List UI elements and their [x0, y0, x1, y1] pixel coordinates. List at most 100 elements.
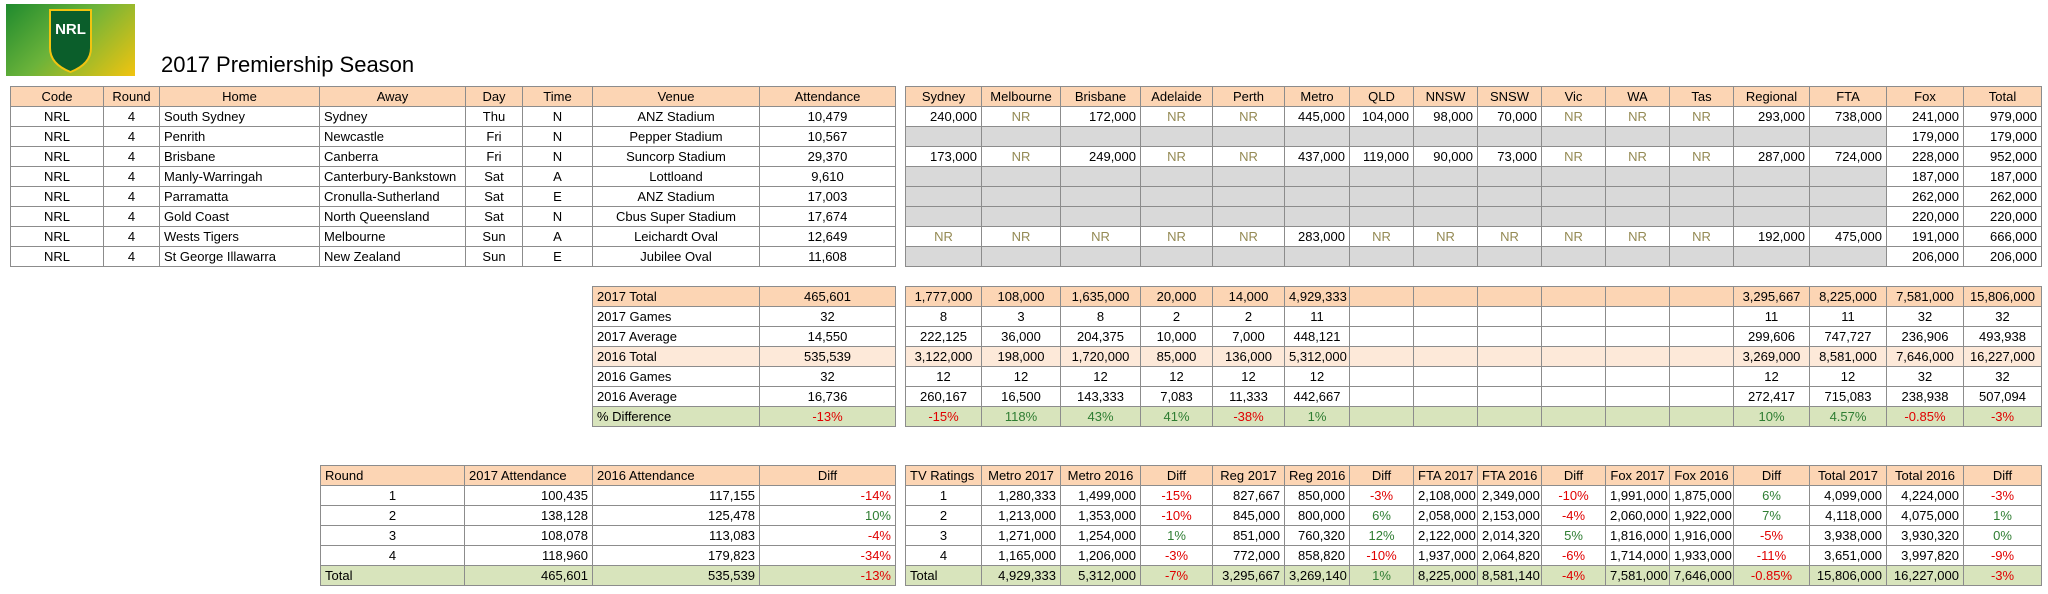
- cell: -3%: [1349, 485, 1414, 506]
- cell: [1477, 246, 1542, 267]
- cell: Diff: [759, 465, 896, 486]
- cell: 4: [320, 545, 465, 566]
- cell: -4%: [1541, 565, 1606, 586]
- cell: 2,349,000: [1477, 485, 1542, 506]
- cell: 445,000: [1284, 106, 1350, 127]
- cell: 228,000: [1886, 146, 1964, 167]
- cell: 12: [1809, 366, 1887, 387]
- cell: [1212, 186, 1285, 207]
- cell: NRL: [10, 146, 104, 167]
- cell: 2017 Total: [592, 286, 760, 307]
- cell: 1,937,000: [1413, 545, 1478, 566]
- cell: 12: [1284, 366, 1350, 387]
- cell: [1605, 406, 1670, 427]
- cell: Diff: [1733, 465, 1810, 486]
- cell: 738,000: [1809, 106, 1887, 127]
- cell: 8,581,140: [1477, 565, 1542, 586]
- cell: 448,121: [1284, 326, 1350, 347]
- cell: 119,000: [1349, 146, 1414, 167]
- cell: 1%: [1963, 505, 2042, 526]
- cell: NR: [1212, 106, 1285, 127]
- cell: 220,000: [1886, 206, 1964, 227]
- cell: -3%: [1963, 485, 2042, 506]
- cell: [981, 186, 1061, 207]
- cell: 858,820: [1284, 545, 1350, 566]
- cell: Sat: [465, 166, 523, 187]
- cell: -10%: [1349, 545, 1414, 566]
- cell: 70,000: [1477, 106, 1542, 127]
- cell: 179,823: [592, 545, 760, 566]
- cell: [1669, 306, 1734, 327]
- cell: [1477, 126, 1542, 147]
- logo: NRL: [6, 4, 135, 76]
- cell: [1140, 206, 1213, 227]
- cell: NRL: [10, 226, 104, 247]
- cell: 845,000: [1212, 505, 1285, 526]
- cell: Parramatta: [159, 186, 320, 207]
- cell: NR: [1140, 146, 1213, 167]
- cell: 283,000: [1284, 226, 1350, 247]
- cell: 136,000: [1212, 346, 1285, 367]
- cell: 5,312,000: [1060, 565, 1141, 586]
- cell: 11,608: [759, 246, 896, 267]
- cell: A: [522, 166, 593, 187]
- cell: 293,000: [1733, 106, 1810, 127]
- cell: [1477, 206, 1542, 227]
- cell: 979,000: [1963, 106, 2042, 127]
- cell: 9,610: [759, 166, 896, 187]
- cell: 100,435: [464, 485, 593, 506]
- cell: 32: [759, 306, 896, 327]
- cell: Leichardt Oval: [592, 226, 760, 247]
- cell: 90,000: [1413, 146, 1478, 167]
- cell: St George Illawarra: [159, 246, 320, 267]
- sheet-title: 2017 Premiership Season: [161, 52, 415, 77]
- cell: 3,295,667: [1733, 286, 1810, 307]
- cell: [1809, 126, 1887, 147]
- cell: 1,254,000: [1060, 525, 1141, 546]
- cell: 29,370: [759, 146, 896, 167]
- cell: Time: [522, 86, 593, 107]
- cell: N: [522, 126, 593, 147]
- cell: FTA 2017: [1413, 465, 1478, 486]
- cell: 1,922,000: [1669, 505, 1734, 526]
- cell: [1541, 206, 1606, 227]
- cell: [1541, 346, 1606, 367]
- cell: A: [522, 226, 593, 247]
- cell: 4,929,333: [1284, 286, 1350, 307]
- cell: 3,997,820: [1886, 545, 1964, 566]
- cell: [1349, 326, 1414, 347]
- cell: 1,933,000: [1669, 545, 1734, 566]
- cell: [1413, 386, 1478, 407]
- cell: [1669, 406, 1734, 427]
- cell: Diff: [1349, 465, 1414, 486]
- cell: [1477, 306, 1542, 327]
- cell: Penrith: [159, 126, 320, 147]
- cell: 507,094: [1963, 386, 2042, 407]
- cell: Total 2017: [1809, 465, 1887, 486]
- cell: [981, 206, 1061, 227]
- cell: [1733, 206, 1810, 227]
- cell: 2017 Average: [592, 326, 760, 347]
- cell: 851,000: [1212, 525, 1285, 546]
- cell: 32: [1963, 366, 2042, 387]
- cell: 206,000: [1886, 246, 1964, 267]
- cell: -9%: [1963, 545, 2042, 566]
- cell: [1140, 186, 1213, 207]
- cell: 3,651,000: [1809, 545, 1887, 566]
- cell: 8,225,000: [1413, 565, 1478, 586]
- cell: 3,269,140: [1284, 565, 1350, 586]
- cell: [1349, 206, 1414, 227]
- cell: QLD: [1349, 86, 1414, 107]
- cell: Metro 2016: [1060, 465, 1141, 486]
- cell: 4: [103, 106, 160, 127]
- cell: 1,991,000: [1605, 485, 1670, 506]
- cell: [1349, 126, 1414, 147]
- cell: [905, 246, 982, 267]
- cell: 2017 Games: [592, 306, 760, 327]
- cell: [1349, 366, 1414, 387]
- cell: 6%: [1733, 485, 1810, 506]
- cell: 249,000: [1060, 146, 1141, 167]
- cell: 4: [103, 186, 160, 207]
- cell: -15%: [905, 406, 982, 427]
- cell: [1669, 246, 1734, 267]
